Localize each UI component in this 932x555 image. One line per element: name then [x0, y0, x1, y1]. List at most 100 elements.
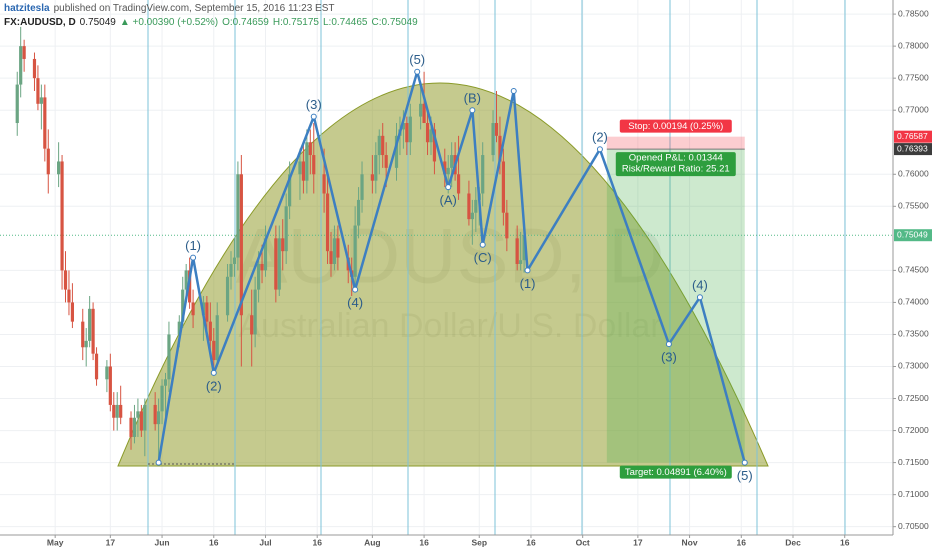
- y-tick-label: 0.71000: [898, 489, 929, 499]
- x-tick-label: Aug: [364, 537, 381, 547]
- y-tick-label: 0.71500: [898, 457, 929, 467]
- candle-body: [312, 155, 316, 175]
- candle-body: [308, 142, 312, 156]
- candle-body: [229, 263, 233, 277]
- x-tick-label: 16: [737, 537, 747, 547]
- candle-body: [188, 270, 192, 303]
- candle-body: [288, 174, 292, 207]
- pnl-label-box: [615, 152, 736, 177]
- wave-label: (3): [306, 97, 322, 112]
- candle-body: [153, 404, 157, 425]
- wave-point: [479, 241, 486, 248]
- candle-body: [377, 135, 381, 156]
- candle-body: [305, 142, 309, 181]
- candle-body: [70, 302, 75, 322]
- wave-point: [445, 184, 452, 191]
- candle-body: [129, 417, 133, 437]
- wave-label: (2): [206, 378, 222, 393]
- candle-body: [408, 116, 412, 143]
- candle-body: [446, 167, 450, 175]
- candle-body: [505, 212, 509, 239]
- price-marker: [894, 143, 932, 156]
- candle-body: [39, 97, 43, 104]
- y-tick-label: 0.77000: [898, 104, 929, 114]
- wave-point: [665, 341, 672, 348]
- candle-body: [394, 135, 399, 168]
- x-tick-label: 17: [633, 537, 643, 547]
- candle-body: [208, 321, 212, 341]
- candle-body: [419, 103, 423, 117]
- axes: 0.70500 0.71000 0.71500 0.72000 0.72500 0.730…: [47, 8, 932, 547]
- last: 0.75049: [80, 17, 117, 28]
- change: ▲ +0.00390 (+0.52%): [120, 17, 218, 28]
- candle-body: [46, 148, 50, 175]
- high: H:0.75175: [273, 17, 320, 28]
- candle-body: [422, 103, 426, 124]
- wave-label: (2): [592, 130, 608, 145]
- pnl-label: Opened P&L: 0.01344: [629, 153, 723, 164]
- candle-body: [432, 129, 437, 162]
- candle-body: [94, 353, 99, 380]
- candle-body: [381, 135, 385, 156]
- price-marker-label: 0.75049: [897, 229, 928, 239]
- x-tick-label: Sep: [471, 537, 487, 547]
- candle-body: [205, 302, 209, 322]
- target-zone: [606, 149, 745, 463]
- wave-point: [596, 146, 603, 153]
- byline: published on TradingView.com, September …: [54, 3, 335, 14]
- candle-body: [157, 411, 161, 425]
- position: Stop: 0.00194 (0.25%) Opened P&L: 0.01344…: [0, 119, 893, 479]
- candle-body: [370, 174, 374, 181]
- candle-body: [481, 155, 485, 194]
- candle-body: [67, 289, 71, 303]
- wave-label: (B): [464, 91, 481, 106]
- candle-body: [119, 404, 123, 418]
- y-tick-label: 0.78500: [898, 8, 929, 18]
- candle-body: [136, 411, 140, 418]
- y-tick-label: 0.72000: [898, 425, 929, 435]
- candle-body: [450, 155, 454, 168]
- candle-body: [36, 78, 40, 104]
- candle-body: [88, 308, 92, 341]
- candle-body: [425, 123, 430, 143]
- author: hatzitesla: [4, 3, 50, 14]
- x-tick-label: Jul: [259, 537, 271, 547]
- candle-body: [429, 129, 433, 143]
- wave-label: (4): [692, 278, 708, 293]
- wave-label: (4): [347, 295, 363, 310]
- candle-body: [250, 315, 254, 335]
- candle-body: [177, 321, 181, 335]
- candle-body: [474, 199, 478, 213]
- wave-point: [190, 254, 197, 261]
- candle-body: [456, 174, 461, 194]
- x-tick-label: 17: [106, 537, 116, 547]
- cycle-lines: [147, 0, 846, 535]
- candle-body: [491, 123, 495, 156]
- candle-body: [498, 135, 502, 162]
- candle-body: [329, 251, 333, 264]
- y-tick-label: 0.72500: [898, 393, 929, 403]
- y-tick-label: 0.77500: [898, 72, 929, 82]
- candle-body: [301, 161, 306, 181]
- y-tick-label: 0.78000: [898, 40, 929, 50]
- wave-point: [741, 459, 748, 466]
- candle-body: [274, 238, 278, 290]
- candle-body: [336, 238, 340, 258]
- y-tick-label: 0.76000: [898, 169, 929, 179]
- ratio-label: Risk/Reward Ratio: 25.21: [622, 164, 730, 175]
- arc-shape: [117, 82, 769, 467]
- open: O:0.74659: [222, 17, 269, 28]
- candle-body: [143, 404, 147, 431]
- candle-body: [470, 212, 474, 220]
- x-tick-label: Nov: [682, 537, 698, 547]
- candle-body: [32, 58, 37, 79]
- y-tick-label: 0.73500: [898, 329, 929, 339]
- stop-label-box: [619, 119, 732, 133]
- candle-body: [60, 161, 64, 271]
- candle-body: [522, 235, 526, 261]
- candle-body: [84, 340, 88, 348]
- wave-point: [310, 113, 317, 120]
- wave-label: (A): [440, 193, 457, 208]
- wave-label: (1): [185, 238, 201, 253]
